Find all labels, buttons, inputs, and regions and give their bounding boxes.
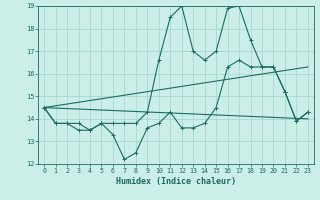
X-axis label: Humidex (Indice chaleur): Humidex (Indice chaleur) (116, 177, 236, 186)
